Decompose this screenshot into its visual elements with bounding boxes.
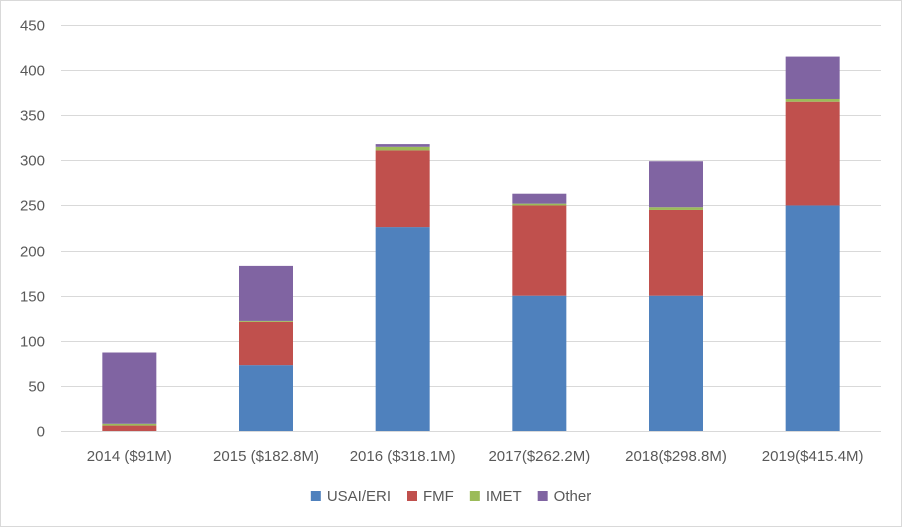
x-tick-label: 2018($298.8M)	[625, 448, 727, 465]
legend-label: FMF	[423, 488, 454, 505]
bar-segment-usai-eri	[239, 365, 293, 431]
bar-segment-usai-eri	[375, 227, 430, 431]
bar-segment-other	[649, 161, 703, 208]
legend-label: IMET	[486, 488, 522, 505]
y-tick-label: 0	[37, 424, 45, 441]
bar-segment-other	[375, 144, 430, 147]
bar-segment-fmf	[649, 209, 703, 296]
x-tick-label: 2015 ($182.8M)	[213, 448, 319, 465]
bar-segment-usai-eri	[512, 295, 567, 431]
bar-segment-imet	[512, 203, 567, 206]
bar-segment-imet	[102, 423, 157, 426]
bar-segment-other	[102, 352, 157, 424]
bar-segment-fmf	[102, 425, 157, 431]
bar-segment-usai-eri	[649, 295, 703, 431]
x-axis-tick-labels: 2014 ($91M) 2015 ($182.8M) 2016 ($318.1M) 2…	[87, 448, 864, 465]
x-tick-label: 2016 ($318.1M)	[350, 448, 456, 465]
x-tick-label: 2017($262.2M)	[488, 448, 590, 465]
y-tick-label: 50	[28, 379, 45, 396]
y-tick-label: 200	[20, 244, 45, 261]
bar-segment-imet	[239, 320, 293, 322]
bar-segment-fmf	[785, 101, 840, 206]
bars	[102, 56, 840, 431]
legend-swatch	[537, 491, 548, 501]
bar-segment-other	[239, 265, 293, 321]
legend: USAI/ERI FMF IMET Other	[310, 488, 592, 505]
gridlines	[61, 25, 881, 432]
x-tick-label: 2014 ($91M)	[87, 448, 172, 465]
x-tick-label: 2019($415.4M)	[762, 448, 864, 465]
legend-label: USAI/ERI	[327, 488, 391, 505]
bar-segment-other	[512, 193, 567, 204]
bar-segment-fmf	[512, 205, 567, 296]
y-tick-label: 400	[20, 63, 45, 80]
bar-segment-imet	[375, 146, 430, 151]
y-tick-label: 250	[20, 198, 45, 215]
y-tick-label: 100	[20, 334, 45, 351]
bar-segment-imet	[649, 207, 703, 210]
bar-segment-imet	[785, 98, 840, 102]
bar-segment-fmf	[239, 321, 293, 366]
legend-swatch	[407, 491, 417, 501]
y-tick-label: 150	[20, 289, 45, 306]
bar-segment-other	[785, 56, 840, 99]
bar-segment-usai-eri	[785, 205, 840, 431]
y-axis-tick-labels: 0 50 100 150 200 250 300 350 400 450	[20, 18, 45, 441]
legend-label: Other	[554, 488, 592, 505]
y-tick-label: 300	[20, 153, 45, 170]
bar-segment-fmf	[375, 150, 430, 228]
legend-swatch	[469, 491, 480, 501]
y-tick-label: 350	[20, 108, 45, 125]
y-tick-label: 450	[20, 18, 45, 35]
legend-swatch	[310, 491, 321, 501]
